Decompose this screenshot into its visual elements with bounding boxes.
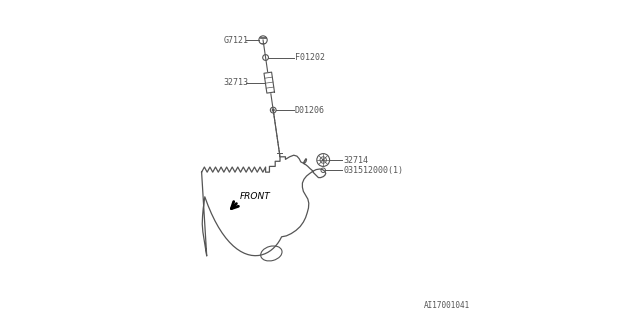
- Text: G7121: G7121: [223, 36, 248, 44]
- Text: D01206: D01206: [295, 106, 324, 115]
- Text: F01202: F01202: [295, 53, 324, 62]
- Circle shape: [272, 109, 274, 111]
- Text: 32714: 32714: [343, 156, 368, 164]
- Text: AI17001041: AI17001041: [424, 301, 470, 310]
- Text: 031512000(1): 031512000(1): [343, 166, 403, 175]
- Circle shape: [323, 159, 324, 161]
- Text: 32713: 32713: [223, 78, 248, 87]
- Text: FRONT: FRONT: [240, 192, 271, 201]
- Polygon shape: [264, 72, 275, 93]
